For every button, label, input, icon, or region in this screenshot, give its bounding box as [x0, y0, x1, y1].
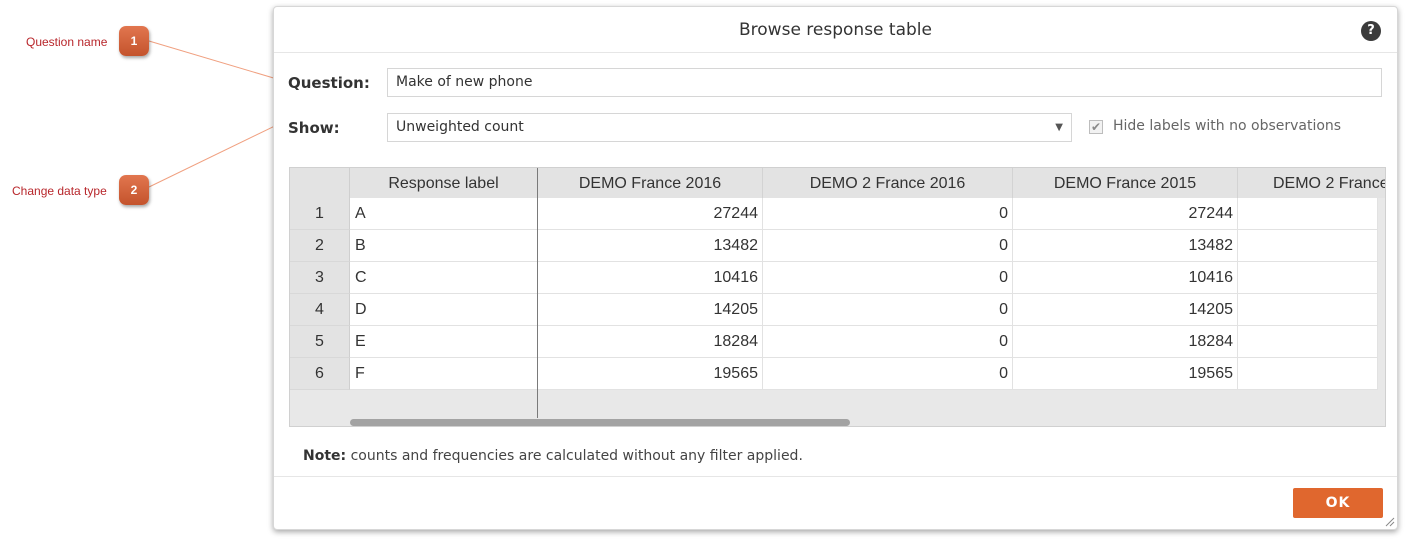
table-cell[interactable]: 0 [763, 262, 1013, 294]
table-cell[interactable]: 0 [763, 358, 1013, 390]
table-cell-label[interactable]: F [350, 358, 538, 390]
table-cell[interactable]: 14205 [538, 294, 763, 326]
table-cell-label[interactable]: C [350, 262, 538, 294]
table-cell[interactable]: 0 [763, 198, 1013, 230]
callout-question-name-label: Question name [26, 35, 108, 49]
table-cell[interactable]: 13482 [538, 230, 763, 262]
table-cell[interactable]: 0 [763, 230, 1013, 262]
browse-response-table-dialog: Browse response table ? Question: Make o… [273, 6, 1398, 530]
hide-labels-checkbox-label: Hide labels with no observations [1113, 118, 1342, 134]
row-number: 6 [290, 358, 350, 390]
row-number: 5 [290, 326, 350, 358]
table-cell[interactable]: 18284 [1013, 326, 1238, 358]
help-icon[interactable]: ? [1361, 21, 1381, 41]
show-select-value: Unweighted count [396, 119, 524, 135]
column-header[interactable]: DEMO 2 France 2015 [1238, 168, 1385, 198]
chevron-down-icon: ▼ [1055, 122, 1063, 133]
table-cell[interactable]: 10416 [538, 262, 763, 294]
callout-1-badge: 1 [119, 26, 149, 56]
table-cell[interactable] [1238, 294, 1378, 326]
table-cell[interactable] [1238, 358, 1378, 390]
table-cell[interactable]: 19565 [538, 358, 763, 390]
horizontal-scrollbar[interactable] [350, 419, 850, 426]
table-cell[interactable]: 27244 [538, 198, 763, 230]
row-number: 3 [290, 262, 350, 294]
column-header[interactable]: DEMO France 2015 [1013, 168, 1238, 198]
table-cell-label[interactable]: E [350, 326, 538, 358]
table-cell[interactable]: 13482 [1013, 230, 1238, 262]
table-cell-label[interactable]: A [350, 198, 538, 230]
dialog-header: Browse response table ? [274, 7, 1397, 53]
table-cell[interactable] [1238, 198, 1378, 230]
row-number: 2 [290, 230, 350, 262]
row-number: 1 [290, 198, 350, 230]
resize-grip-icon[interactable] [1383, 515, 1395, 527]
dialog-title: Browse response table [739, 20, 932, 40]
frozen-column-divider [537, 168, 538, 418]
table-cell[interactable]: 10416 [1013, 262, 1238, 294]
callout-2-badge: 2 [119, 175, 149, 205]
table-cell[interactable]: 27244 [1013, 198, 1238, 230]
hide-labels-checkbox[interactable]: ✔ [1089, 120, 1103, 134]
column-header[interactable]: DEMO France 2016 [538, 168, 763, 198]
callout-change-data-type-label: Change data type [12, 184, 107, 198]
grid-corner [290, 168, 350, 198]
question-field[interactable]: Make of new phone [387, 68, 1382, 97]
show-label: Show: [288, 119, 340, 137]
ok-button[interactable]: OK [1293, 488, 1383, 518]
response-table: Response label DEMO France 2016 DEMO 2 F… [289, 167, 1386, 427]
column-header-response-label[interactable]: Response label [350, 168, 538, 198]
footer-divider [274, 476, 1397, 477]
row-number: 4 [290, 294, 350, 326]
note-bold-label: Note: [303, 448, 347, 464]
table-cell[interactable]: 14205 [1013, 294, 1238, 326]
table-cell[interactable] [1238, 230, 1378, 262]
table-cell[interactable]: 19565 [1013, 358, 1238, 390]
table-cell[interactable] [1238, 262, 1378, 294]
note-text: counts and frequencies are calculated wi… [346, 448, 803, 464]
table-cell[interactable]: 0 [763, 326, 1013, 358]
question-label: Question: [288, 74, 370, 92]
show-select[interactable]: Unweighted count ▼ [387, 113, 1072, 142]
column-header[interactable]: DEMO 2 France 2016 [763, 168, 1013, 198]
table-cell[interactable] [1238, 326, 1378, 358]
table-cell[interactable]: 0 [763, 294, 1013, 326]
filter-note: Note: counts and frequencies are calcula… [303, 448, 803, 464]
table-cell-label[interactable]: B [350, 230, 538, 262]
table-cell-label[interactable]: D [350, 294, 538, 326]
table-cell[interactable]: 18284 [538, 326, 763, 358]
